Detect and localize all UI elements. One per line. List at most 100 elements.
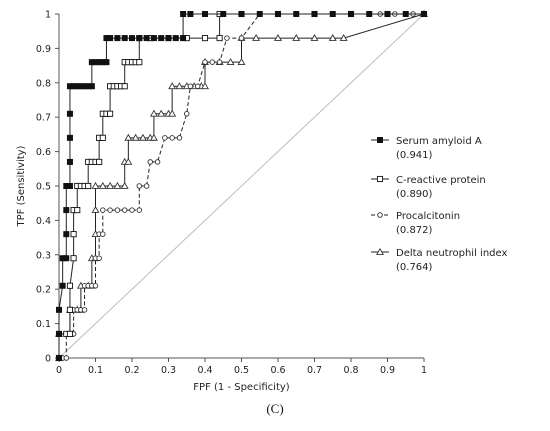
data-point bbox=[158, 35, 165, 42]
data-point bbox=[121, 35, 128, 42]
y-tick-label: 0.7 bbox=[36, 113, 51, 124]
y-axis-title: TPF (Sensitivity) bbox=[16, 145, 27, 227]
data-point bbox=[136, 183, 143, 189]
data-point bbox=[100, 207, 106, 213]
x-tick-label: 0.8 bbox=[343, 365, 358, 376]
data-point bbox=[138, 133, 147, 141]
y-tick-label: 0.4 bbox=[36, 216, 51, 227]
legend-item: Delta neutrophil index (0.764) bbox=[371, 247, 507, 273]
reference-line bbox=[58, 13, 425, 359]
x-tick-label: 0.9 bbox=[380, 365, 395, 376]
legend-auc: (0.764) bbox=[396, 262, 433, 273]
data-point bbox=[136, 207, 143, 213]
data-point bbox=[194, 83, 201, 89]
data-point bbox=[226, 58, 235, 66]
legend-item: Procalcitonin (0.872) bbox=[371, 211, 460, 236]
data-point bbox=[70, 231, 77, 238]
data-point bbox=[329, 10, 336, 17]
y-tick-label: 0 bbox=[45, 354, 51, 365]
data-point bbox=[107, 35, 114, 42]
y-tick-label: 0.9 bbox=[36, 44, 51, 55]
series-layer bbox=[55, 9, 428, 362]
data-point bbox=[169, 135, 175, 141]
data-point bbox=[98, 181, 107, 189]
axes: 0 0.1 0.2 0.3 0.4 0.5 0.6 0.7 0.8 0.9 1 0 0.1 0.2 0.3 0… bbox=[36, 10, 427, 377]
data-point bbox=[328, 33, 337, 41]
data-point bbox=[96, 255, 102, 261]
data-point bbox=[274, 10, 281, 17]
x-tick-label: 0.7 bbox=[307, 365, 322, 376]
data-point bbox=[402, 10, 409, 17]
data-point bbox=[149, 133, 158, 141]
data-point bbox=[150, 35, 157, 42]
data-point bbox=[114, 35, 121, 42]
data-point bbox=[143, 183, 150, 189]
data-point bbox=[63, 207, 70, 214]
y-tick-label: 0.1 bbox=[36, 319, 51, 330]
data-point bbox=[224, 35, 230, 41]
data-point bbox=[66, 306, 73, 313]
data-point bbox=[292, 33, 301, 41]
series-serum-amyloid-a bbox=[56, 10, 427, 361]
legend: Serum amyloid A (0.941) C-reactive protein… bbox=[371, 136, 507, 273]
x-tick-label: 0.5 bbox=[234, 365, 249, 376]
data-point bbox=[66, 182, 73, 189]
data-point bbox=[180, 35, 187, 42]
series-line bbox=[58, 13, 424, 358]
legend-label: Serum amyloid A bbox=[396, 136, 482, 147]
legend-marker bbox=[377, 212, 383, 218]
data-point bbox=[187, 10, 194, 17]
data-point bbox=[162, 135, 168, 141]
y-tick-label: 0.3 bbox=[36, 250, 51, 261]
data-point bbox=[202, 59, 208, 65]
legend-auc: (0.941) bbox=[396, 150, 433, 161]
data-point bbox=[274, 33, 282, 41]
data-point bbox=[129, 207, 135, 213]
data-point bbox=[66, 158, 73, 165]
data-point bbox=[92, 283, 99, 289]
y-tick-label: 0.5 bbox=[36, 182, 51, 193]
data-point bbox=[201, 35, 209, 42]
data-point bbox=[311, 10, 318, 17]
data-point bbox=[238, 10, 245, 17]
data-point bbox=[106, 181, 115, 189]
legend-marker bbox=[376, 175, 384, 183]
legend-label: Procalcitonin bbox=[396, 211, 460, 222]
data-point bbox=[88, 83, 95, 90]
data-point bbox=[66, 134, 73, 141]
data-point bbox=[420, 10, 427, 17]
data-point bbox=[81, 307, 88, 313]
data-point bbox=[113, 181, 122, 189]
legend-label: C-reactive protein bbox=[396, 175, 486, 186]
data-point bbox=[172, 35, 179, 42]
data-point bbox=[183, 111, 190, 117]
data-point bbox=[128, 35, 135, 42]
data-point bbox=[168, 82, 177, 90]
data-point bbox=[91, 205, 100, 213]
data-point bbox=[121, 207, 128, 213]
data-point bbox=[293, 10, 300, 17]
data-point bbox=[154, 159, 161, 165]
data-point bbox=[180, 10, 187, 17]
legend-marker bbox=[376, 136, 383, 143]
data-point bbox=[165, 35, 172, 42]
data-point bbox=[66, 110, 73, 117]
data-point bbox=[107, 110, 114, 117]
data-point bbox=[237, 58, 246, 66]
x-tick-label: 0.1 bbox=[88, 365, 103, 376]
x-tick-label: 0.6 bbox=[270, 365, 285, 376]
x-tick-label: 0.4 bbox=[197, 365, 212, 376]
data-point bbox=[63, 231, 70, 238]
data-point bbox=[147, 159, 153, 165]
data-point bbox=[63, 255, 70, 262]
data-point bbox=[136, 59, 143, 66]
data-point bbox=[66, 282, 73, 289]
reference-diagonal bbox=[58, 13, 425, 359]
data-point bbox=[56, 306, 63, 313]
data-point bbox=[107, 207, 113, 213]
legend-auc: (0.872) bbox=[396, 225, 433, 236]
y-tick-label: 0.8 bbox=[36, 78, 51, 89]
data-point bbox=[124, 157, 133, 165]
data-point bbox=[136, 35, 143, 42]
x-axis-title: FPF (1 - Specificity) bbox=[193, 382, 289, 393]
